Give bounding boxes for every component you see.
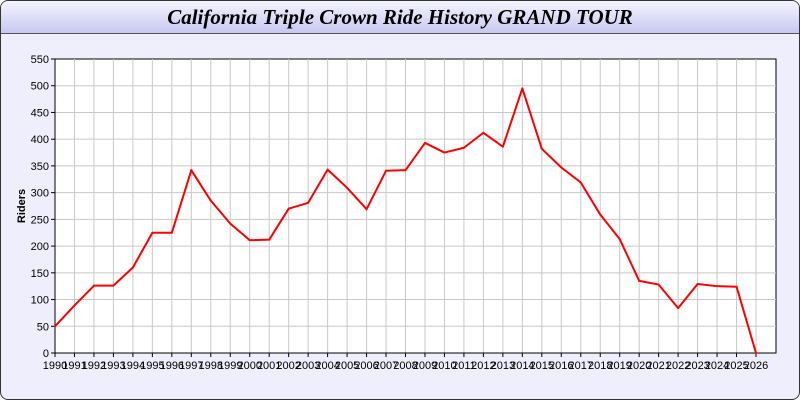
x-tick-label: 1997 bbox=[179, 360, 203, 372]
data-point bbox=[501, 145, 504, 148]
series bbox=[54, 87, 757, 354]
y-tick-label: 150 bbox=[31, 268, 49, 280]
axes: 0501001502002503003504004505005501990199… bbox=[31, 54, 776, 372]
y-tick-label: 250 bbox=[31, 214, 49, 226]
data-point bbox=[423, 141, 426, 144]
x-tick-label: 1998 bbox=[199, 360, 223, 372]
data-point bbox=[404, 169, 407, 172]
data-point bbox=[618, 238, 621, 241]
x-tick-label: 2012 bbox=[471, 360, 495, 372]
data-point bbox=[599, 213, 602, 216]
x-tick-label: 2019 bbox=[607, 360, 631, 372]
y-tick-label: 200 bbox=[31, 241, 49, 253]
x-tick-label: 1996 bbox=[160, 360, 184, 372]
x-tick-label: 2023 bbox=[685, 360, 709, 372]
data-point bbox=[209, 199, 212, 202]
x-tick-label: 2011 bbox=[452, 360, 476, 372]
x-tick-label: 1999 bbox=[218, 360, 242, 372]
x-tick-label: 2004 bbox=[315, 360, 339, 372]
x-tick-label: 1995 bbox=[140, 360, 164, 372]
plot-area bbox=[54, 58, 777, 354]
y-tick-label: 100 bbox=[31, 295, 49, 307]
data-point bbox=[131, 266, 134, 269]
data-point bbox=[92, 284, 95, 287]
x-tick-label: 2001 bbox=[257, 360, 281, 372]
data-point bbox=[54, 325, 56, 328]
data-point bbox=[346, 186, 349, 189]
x-tick-label: 2018 bbox=[588, 360, 612, 372]
x-tick-label: 2017 bbox=[569, 360, 593, 372]
data-point bbox=[540, 147, 543, 150]
x-tick-label: 2007 bbox=[374, 360, 398, 372]
data-point bbox=[151, 231, 154, 234]
x-tick-label: 2003 bbox=[296, 360, 320, 372]
y-tick-label: 350 bbox=[31, 161, 49, 173]
data-point bbox=[735, 285, 738, 288]
x-tick-label: 2024 bbox=[705, 360, 729, 372]
x-tick-label: 2020 bbox=[627, 360, 651, 372]
data-point bbox=[365, 208, 368, 211]
data-point bbox=[579, 181, 582, 184]
x-tick-label: 2013 bbox=[491, 360, 515, 372]
data-point bbox=[229, 222, 232, 225]
data-point bbox=[190, 169, 193, 172]
x-tick-label: 2026 bbox=[744, 360, 768, 372]
data-point bbox=[638, 279, 641, 282]
x-tick-label: 1994 bbox=[121, 360, 145, 372]
x-tick-label: 2009 bbox=[413, 360, 437, 372]
data-point bbox=[73, 304, 76, 307]
x-tick-label: 2010 bbox=[432, 360, 456, 372]
y-tick-label: 450 bbox=[31, 107, 49, 119]
data-point bbox=[462, 146, 465, 149]
data-point bbox=[268, 238, 271, 241]
title-bar: California Triple Crown Ride History GRA… bbox=[1, 1, 799, 34]
x-tick-label: 2016 bbox=[549, 360, 573, 372]
y-tick-label: 550 bbox=[31, 54, 49, 66]
chart-title: California Triple Crown Ride History GRA… bbox=[167, 5, 633, 29]
y-tick-label: 500 bbox=[31, 81, 49, 93]
data-point bbox=[755, 352, 757, 354]
y-tick-label: 300 bbox=[31, 188, 49, 200]
data-point bbox=[560, 166, 563, 169]
x-tick-label: 2015 bbox=[530, 360, 554, 372]
x-tick-label: 2006 bbox=[354, 360, 378, 372]
x-tick-label: 2002 bbox=[276, 360, 300, 372]
x-tick-label: 2021 bbox=[646, 360, 670, 372]
data-point bbox=[443, 151, 446, 154]
x-tick-label: 2022 bbox=[666, 360, 690, 372]
y-tick-label: 0 bbox=[43, 348, 49, 360]
x-tick-label: 2000 bbox=[237, 360, 261, 372]
data-point bbox=[657, 283, 660, 286]
x-tick-label: 1991 bbox=[62, 360, 86, 372]
y-tick-label: 400 bbox=[31, 134, 49, 146]
data-point bbox=[696, 283, 699, 286]
data-point bbox=[677, 307, 680, 310]
data-point bbox=[521, 87, 524, 90]
data-point bbox=[716, 285, 719, 288]
grid bbox=[55, 59, 776, 353]
x-tick-label: 2014 bbox=[510, 360, 534, 372]
y-tick-label: 50 bbox=[37, 321, 49, 333]
data-point bbox=[307, 201, 310, 204]
data-point bbox=[326, 168, 329, 171]
data-point bbox=[112, 284, 115, 287]
data-point bbox=[385, 169, 388, 172]
data-point bbox=[248, 239, 251, 242]
y-axis-label: Riders bbox=[16, 189, 28, 223]
x-tick-label: 1993 bbox=[101, 360, 125, 372]
x-tick-label: 1990 bbox=[43, 360, 67, 372]
data-point bbox=[287, 207, 290, 210]
data-point bbox=[170, 231, 173, 234]
x-tick-label: 2008 bbox=[393, 360, 417, 372]
x-tick-label: 1992 bbox=[82, 360, 106, 372]
x-tick-label: 2025 bbox=[724, 360, 748, 372]
data-point bbox=[482, 131, 485, 134]
x-tick-label: 2005 bbox=[335, 360, 359, 372]
